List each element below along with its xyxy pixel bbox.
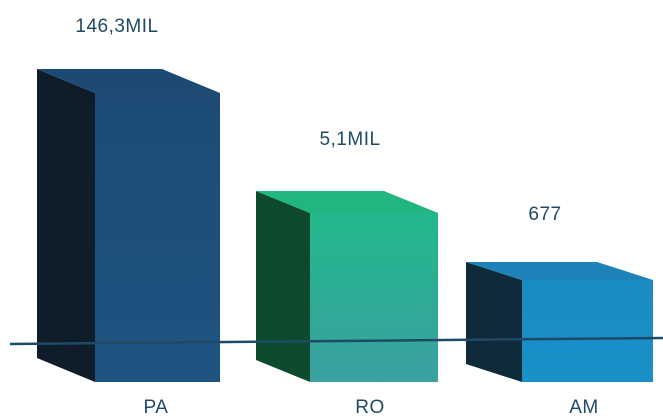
value-label-ro: 5,1MIL [319,129,380,150]
bar-am [522,280,653,382]
bar-top-am [466,262,653,280]
category-label-am: AM [569,397,599,418]
bar-side-ro [256,191,310,382]
bar-pa [95,93,220,382]
value-label-pa: 146,3MIL [75,16,158,37]
bar-side-am [466,262,522,382]
category-labels: PA RO AM [144,397,599,418]
category-label-ro: RO [355,397,385,418]
bar-top-pa [37,69,220,93]
bar-top-ro [256,191,438,213]
value-labels: 146,3MIL 5,1MIL 677 [75,16,561,225]
baseline-axis [9,336,663,346]
value-label-am: 677 [528,204,561,225]
bar-side-pa [37,69,95,382]
bars-layer [37,69,653,382]
bar-ro [310,213,438,382]
category-label-pa: PA [144,397,169,418]
